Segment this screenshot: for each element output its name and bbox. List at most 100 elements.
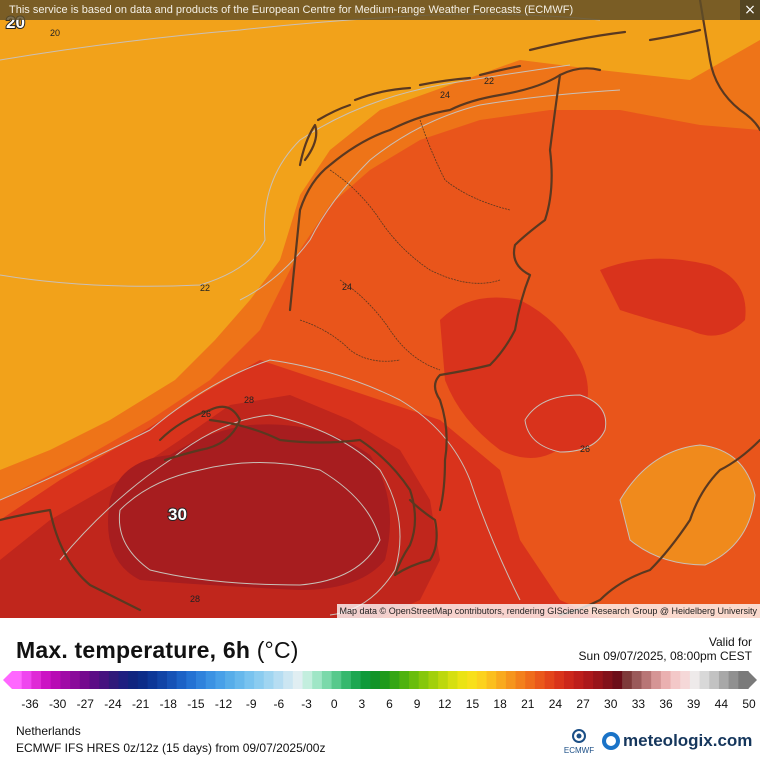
valid-time: Sun 09/07/2025, 08:00pm CEST xyxy=(578,649,752,663)
scale-bin xyxy=(196,671,207,689)
chart-title-text: Max. temperature, 6h xyxy=(16,637,251,663)
scale-bin xyxy=(554,671,565,689)
ecmwf-logo[interactable]: ECMWF xyxy=(557,728,601,756)
scale-bin xyxy=(467,671,478,689)
close-banner-button[interactable]: × xyxy=(740,0,760,20)
scale-tick-label: 24 xyxy=(549,697,563,711)
meteologix-icon xyxy=(602,732,620,750)
country-borders xyxy=(0,0,760,617)
contour-label-26-west: 26 xyxy=(201,409,211,419)
border-nl-de xyxy=(433,73,562,512)
color-scale-ticks: -36 -30 -27 -24 -21 -18 -15 -12 -9 -6 -3 0 3 6 9 12 15 18… xyxy=(21,697,756,711)
coastline-de-north xyxy=(698,0,760,132)
isotherm-26 xyxy=(0,359,521,601)
scale-bin xyxy=(186,671,197,689)
scale-bin xyxy=(302,671,313,689)
scale-tick-label: 21 xyxy=(521,697,535,711)
location-name: Netherlands xyxy=(16,724,81,738)
scale-bin xyxy=(515,671,526,689)
scale-bin xyxy=(728,671,739,689)
scale-tick-label: -36 xyxy=(21,697,39,711)
scale-bin xyxy=(602,671,614,689)
scale-bin xyxy=(292,671,304,689)
isotherm-28 xyxy=(59,414,401,616)
scale-bin xyxy=(651,671,662,689)
ecmwf-notice-banner: This service is based on data and produc… xyxy=(0,0,760,20)
map-canvas[interactable]: 20 20 22 24 22 24 28 26 30 28 26 xyxy=(0,0,760,618)
ecmwf-notice-text: This service is based on data and produc… xyxy=(9,4,574,16)
scale-tick-label: 9 xyxy=(414,697,421,711)
color-scale-svg: -36 -30 -27 -24 -21 -18 -15 -12 -9 -6 -3 0 3 6 9 12 15 18… xyxy=(3,671,757,711)
scale-arrow-right xyxy=(748,671,757,689)
scale-bin xyxy=(409,671,420,689)
island-schiermonnikoog xyxy=(478,64,522,77)
scale-tick-label: 50 xyxy=(742,697,756,711)
scale-tick-label: -18 xyxy=(160,697,178,711)
island-vlieland xyxy=(316,103,352,122)
scale-bin xyxy=(79,671,91,689)
scale-tick-label: -30 xyxy=(49,697,67,711)
contour-label-22-north: 22 xyxy=(484,76,494,86)
scale-bin xyxy=(689,671,701,689)
coastline-nl xyxy=(288,67,602,312)
scale-bin xyxy=(263,671,275,689)
scale-bin xyxy=(641,671,652,689)
meteologix-brand: meteologix.com xyxy=(623,731,753,750)
scale-tick-label: 0 xyxy=(331,697,338,711)
scale-bin xyxy=(447,671,459,689)
ecmwf-logo-icon: ECMWF xyxy=(564,729,594,755)
scale-bin xyxy=(738,671,749,689)
scale-bin xyxy=(622,671,633,689)
scale-bin xyxy=(680,671,691,689)
scale-bin xyxy=(438,671,449,689)
scale-tick-label: -6 xyxy=(274,697,285,711)
border-nl-be xyxy=(208,418,417,577)
scale-bin xyxy=(544,671,555,689)
scale-bin xyxy=(176,671,187,689)
scale-tick-label: -15 xyxy=(187,697,205,711)
border-de-cz xyxy=(558,438,760,617)
scale-bin xyxy=(593,671,604,689)
scale-tick-label: 6 xyxy=(386,697,393,711)
temperature-field-hottest xyxy=(108,424,390,590)
scale-bin xyxy=(505,671,517,689)
scale-tick-label: 39 xyxy=(687,697,701,711)
scale-bin xyxy=(118,671,129,689)
province-line-4 xyxy=(299,319,401,362)
province-line-3 xyxy=(419,119,511,211)
chart-title: Max. temperature, 6h (°C) xyxy=(16,637,299,664)
contour-label-24-central: 24 xyxy=(342,282,352,292)
scale-bin xyxy=(50,671,62,689)
scale-tick-label: -9 xyxy=(246,697,257,711)
scale-bin xyxy=(89,671,100,689)
color-scale-bins xyxy=(12,671,749,689)
scale-tick-label: -27 xyxy=(77,697,95,711)
scale-bin xyxy=(428,671,439,689)
scale-bin xyxy=(108,671,120,689)
scale-bin xyxy=(234,671,246,689)
scale-tick-label: -12 xyxy=(215,697,233,711)
weather-map[interactable]: 20 20 22 24 22 24 28 26 30 28 26 This se… xyxy=(0,0,760,618)
temperature-field-sea xyxy=(0,0,760,470)
meteologix-logo[interactable]: meteologix.com xyxy=(602,730,752,752)
province-borders xyxy=(299,119,511,371)
island-ameland xyxy=(418,76,472,87)
scale-bin xyxy=(573,671,584,689)
scale-bin xyxy=(718,671,730,689)
scale-bin xyxy=(244,671,255,689)
scale-tick-label: -21 xyxy=(132,697,150,711)
scale-tick-label: 30 xyxy=(604,697,618,711)
province-line-2 xyxy=(339,279,441,371)
scale-bin xyxy=(360,671,371,689)
scale-bin xyxy=(564,671,575,689)
scale-bin xyxy=(709,671,720,689)
scale-bin xyxy=(670,671,681,689)
scale-bin xyxy=(41,671,52,689)
temperature-field-cool-pocket xyxy=(620,445,755,565)
scale-bin xyxy=(341,671,352,689)
scale-bin xyxy=(380,671,391,689)
scale-bin xyxy=(21,671,32,689)
scale-bin xyxy=(612,671,623,689)
scale-tick-label: 36 xyxy=(659,697,673,711)
scale-arrow-left xyxy=(3,671,12,689)
